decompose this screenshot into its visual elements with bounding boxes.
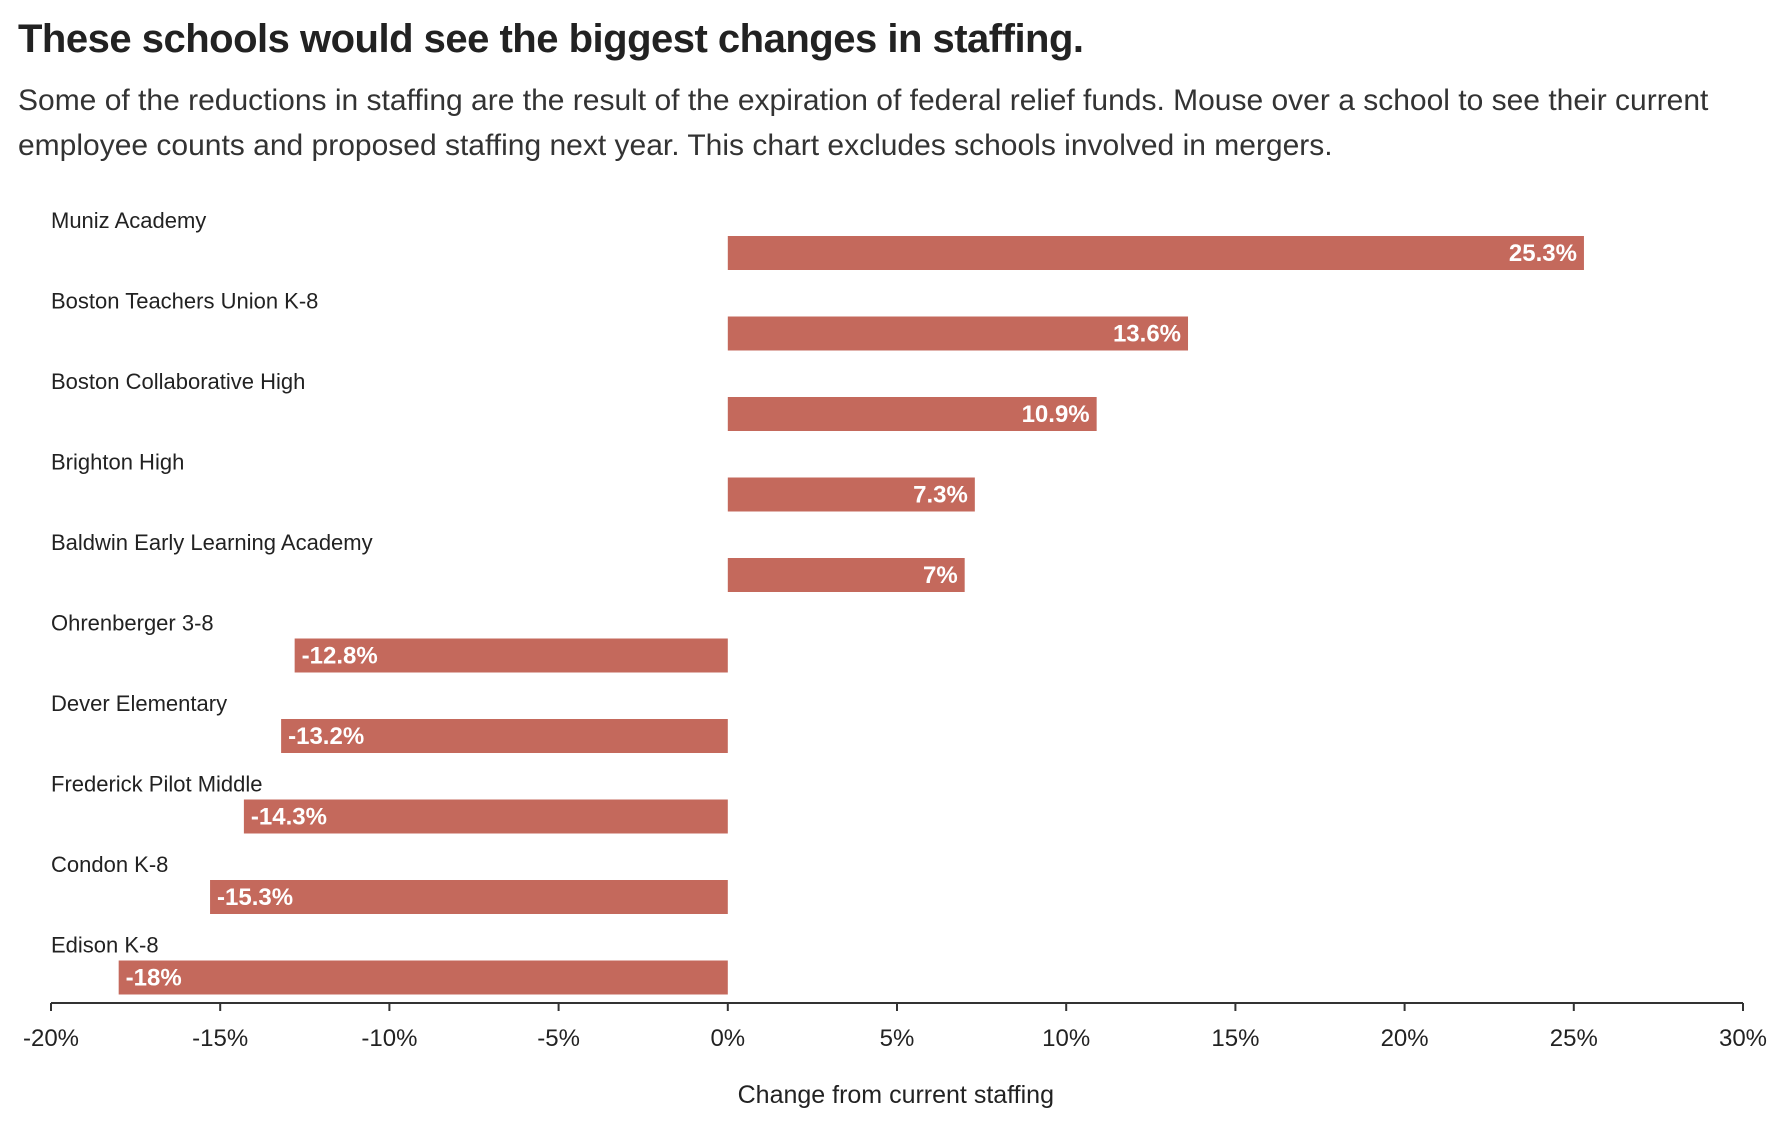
bar[interactable] xyxy=(727,477,975,512)
bars-layer: Muniz Academy 25.3% Boston Teachers Union … xyxy=(51,208,1584,995)
category-label: Frederick Pilot Middle xyxy=(51,772,263,797)
category-label: Muniz Academy xyxy=(51,208,206,233)
bar-value-label: -14.3% xyxy=(251,804,327,831)
bar[interactable] xyxy=(210,880,728,914)
bar-value-label: -13.2% xyxy=(288,723,364,750)
bar[interactable] xyxy=(727,316,1189,351)
bar-value-label: -18% xyxy=(126,965,182,992)
bar[interactable] xyxy=(727,236,1584,270)
chart-subtitle: Some of the reductions in staffing are t… xyxy=(18,84,1709,162)
category-label: Edison K-8 xyxy=(51,933,159,958)
x-tick-label: -15% xyxy=(192,1025,248,1052)
x-axis-title: Change from current staffing xyxy=(738,1081,1054,1109)
category-label: Condon K-8 xyxy=(51,852,168,877)
x-tick-label: 5% xyxy=(880,1025,915,1052)
bar-value-label: 7.3% xyxy=(913,482,968,509)
x-tick-label: 20% xyxy=(1381,1025,1429,1052)
bar-value-label: 25.3% xyxy=(1509,240,1577,267)
bar[interactable] xyxy=(727,558,965,592)
x-tick-label: 30% xyxy=(1719,1025,1767,1052)
x-tick-label: -10% xyxy=(361,1025,417,1052)
x-tick-label: 0% xyxy=(710,1025,745,1052)
bar[interactable] xyxy=(281,719,728,753)
x-tick-label: 15% xyxy=(1211,1025,1259,1052)
category-label: Baldwin Early Learning Academy xyxy=(51,530,373,555)
x-axis: -20% -15% -10% -5% 0% 5% 10% 15% 20% 25% 30% xyxy=(23,1002,1767,1052)
x-tick-label: 10% xyxy=(1042,1025,1090,1052)
bar[interactable] xyxy=(727,397,1097,431)
bar-value-label: 13.6% xyxy=(1113,321,1181,348)
x-tick-label: -20% xyxy=(23,1025,79,1052)
bar-value-label: -15.3% xyxy=(217,884,293,911)
category-label: Boston Teachers Union K-8 xyxy=(51,289,318,314)
bar-value-label: 10.9% xyxy=(1022,401,1090,428)
category-label: Brighton High xyxy=(51,450,184,475)
bar[interactable] xyxy=(294,638,728,673)
category-label: Ohrenberger 3-8 xyxy=(51,611,214,636)
category-label: Boston Collaborative High xyxy=(51,369,305,394)
bar[interactable] xyxy=(118,960,728,995)
chart-title: These schools would see the biggest chan… xyxy=(18,17,1084,61)
x-tick-label: -5% xyxy=(537,1025,580,1052)
bar[interactable] xyxy=(243,799,728,834)
bar-value-label: -12.8% xyxy=(302,643,378,670)
bar-value-label: 7% xyxy=(923,562,958,589)
x-tick-label: 25% xyxy=(1550,1025,1598,1052)
category-label: Dever Elementary xyxy=(51,691,227,716)
